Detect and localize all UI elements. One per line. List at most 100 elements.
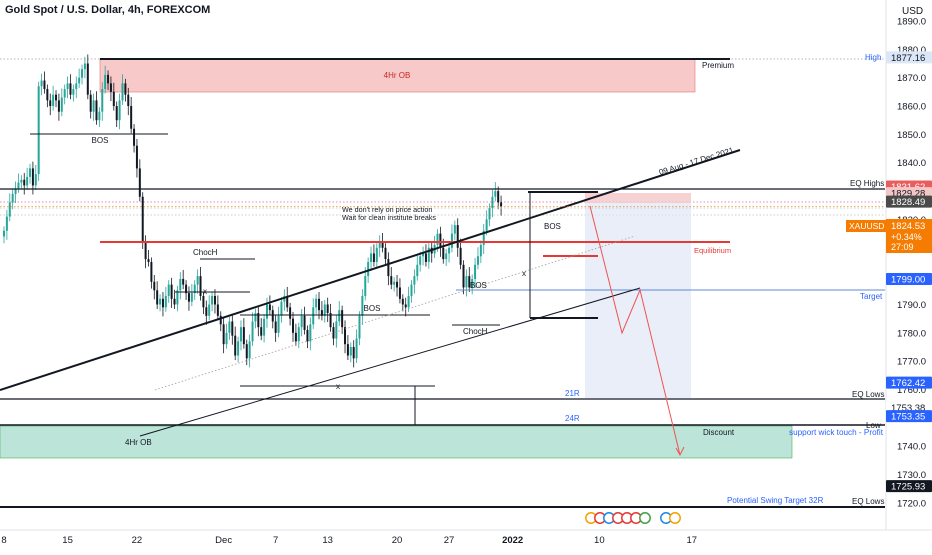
- time-axis[interactable]: 8 15 22 Dec 7 13 20 27 2022 10 17: [0, 512, 932, 546]
- candle-body: [476, 256, 479, 265]
- candle-body: [286, 295, 289, 308]
- candle-body: [329, 312, 332, 328]
- candle-body: [453, 225, 456, 234]
- candle-body: [482, 230, 485, 245]
- label-21r: 21R: [565, 389, 580, 398]
- candle-body: [3, 230, 5, 237]
- candle-body: [260, 327, 263, 336]
- label-target: Target: [860, 292, 883, 301]
- candle-body: [459, 247, 462, 265]
- label-swing-target: Potential Swing Target 32R: [727, 496, 824, 505]
- candle-body: [450, 233, 453, 248]
- candle-body: [320, 310, 323, 316]
- candle-body: [268, 304, 271, 311]
- candle-body: [5, 216, 8, 231]
- candle-body: [355, 338, 358, 359]
- candle-body: [17, 182, 20, 189]
- countdown-label: 27:09: [891, 242, 914, 252]
- label-eq-lows-2: EQ Lows: [852, 497, 884, 506]
- y-tick-label: 1760.0: [897, 385, 926, 396]
- candle-body: [370, 253, 373, 262]
- candle-body: [416, 264, 419, 277]
- candle-body: [442, 247, 445, 260]
- candle-body: [248, 341, 251, 359]
- candle-body: [500, 202, 503, 207]
- label-bos-mid: BOS: [364, 304, 381, 313]
- candle-body: [424, 253, 427, 262]
- candle-body: [40, 80, 43, 87]
- candle-body: [289, 307, 292, 319]
- candle-body: [401, 298, 404, 305]
- label-support-wick: support wick touch - Profit: [789, 428, 884, 437]
- candle-body: [497, 191, 500, 203]
- label-choch-left: ChocH: [193, 248, 218, 257]
- candle-body: [404, 304, 407, 308]
- y-tick-label: 1720.0: [897, 498, 926, 509]
- candle-body: [294, 332, 297, 342]
- label-bos-left: BOS: [92, 136, 109, 145]
- candle-body: [202, 295, 205, 308]
- candle-body: [60, 97, 63, 112]
- candle-body: [144, 242, 147, 260]
- x-tick-label: 2022: [502, 535, 523, 546]
- candle-body: [312, 307, 315, 325]
- candle-body: [156, 290, 159, 305]
- candle-body: [153, 281, 156, 291]
- candle-body: [130, 106, 133, 129]
- candle-body: [20, 179, 23, 183]
- candle-body: [179, 278, 182, 291]
- candle-body: [182, 278, 185, 285]
- price-axis[interactable]: 1890.01880.01870.01860.01850.01840.01830…: [846, 0, 932, 550]
- candle-body: [164, 295, 167, 308]
- candle-body: [43, 80, 46, 90]
- candle-body: [303, 315, 306, 330]
- candle-body: [228, 321, 231, 333]
- current-change-label: +0.34%: [891, 232, 922, 242]
- label-note-2: Wait for clean institute breaks: [342, 213, 436, 222]
- candle-body: [211, 295, 214, 305]
- candle-body: [393, 281, 396, 285]
- candle-body: [439, 233, 442, 248]
- candle-body: [49, 100, 52, 107]
- candle-body: [297, 327, 300, 342]
- current-price-tag: [886, 219, 932, 253]
- price-tag: [886, 376, 932, 389]
- price-tag-label: 1829.28: [891, 189, 925, 200]
- y-tick-label: 1790.0: [897, 300, 926, 311]
- label-ob-top: 4Hr OB: [384, 71, 411, 80]
- candle-body: [306, 329, 309, 342]
- candle-body: [396, 281, 399, 288]
- x-tick-label: 22: [132, 535, 143, 546]
- projection-arrowhead: [675, 446, 685, 457]
- price-tag: [886, 272, 932, 285]
- candle-body: [338, 310, 341, 322]
- candle-body: [465, 276, 468, 288]
- symbol-tag: [846, 220, 886, 232]
- candle-body: [23, 179, 26, 186]
- price-tag-label: 1762.42: [891, 378, 925, 389]
- candle-body: [491, 196, 494, 209]
- candle-body: [375, 247, 378, 262]
- candle-body: [141, 196, 144, 243]
- candle-body: [280, 301, 283, 316]
- candle-body: [300, 315, 303, 328]
- label-x: x: [336, 382, 340, 391]
- ob-bearish-zone: [99, 58, 696, 93]
- label-bos-right: BOS: [470, 281, 487, 290]
- candle-body: [147, 259, 150, 262]
- candle-body: [121, 83, 124, 101]
- candle-body: [344, 327, 347, 345]
- candle-body: [448, 247, 451, 254]
- candle-body: [83, 63, 86, 70]
- candle-body: [213, 295, 216, 305]
- candle-body: [245, 344, 248, 359]
- y-tick-label: 1870.0: [897, 73, 926, 84]
- candle-body: [92, 100, 95, 112]
- candle-body: [98, 111, 101, 121]
- candle-body: [474, 264, 477, 279]
- candle-body: [358, 315, 361, 339]
- label-eq-highs: EQ Highs: [850, 179, 884, 188]
- candle-body: [208, 304, 211, 316]
